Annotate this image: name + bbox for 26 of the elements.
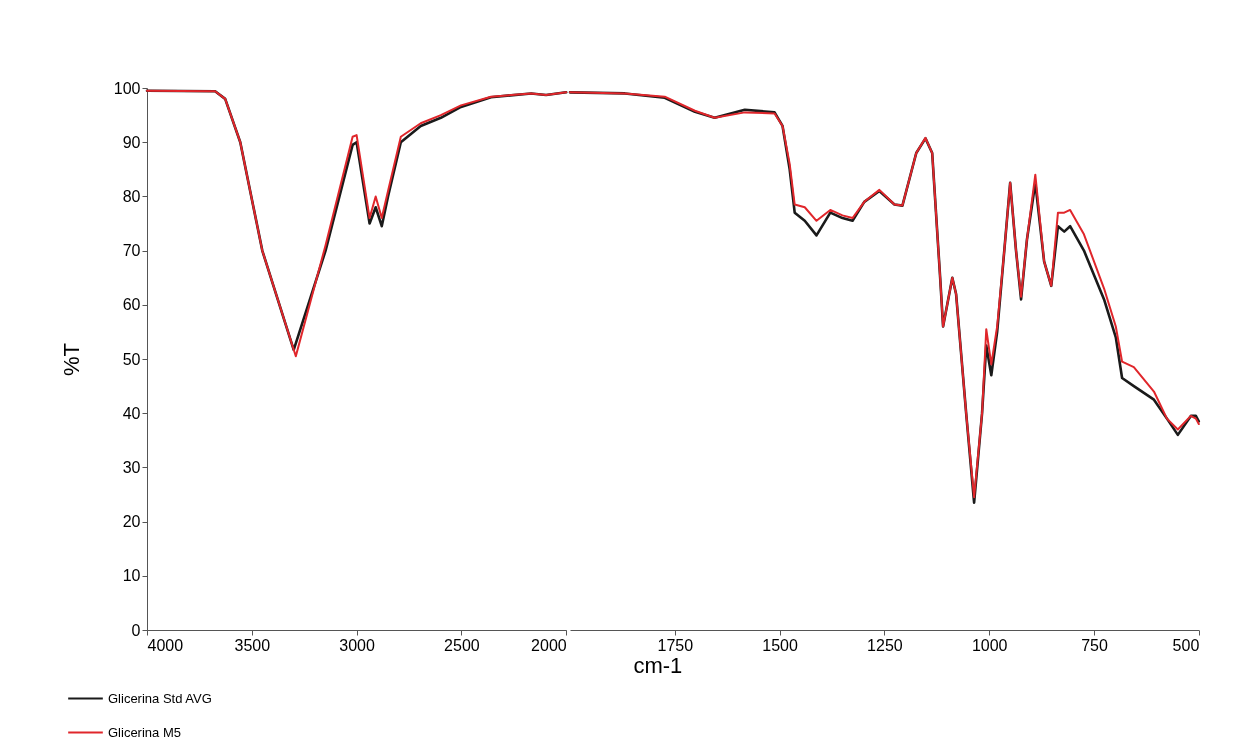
y-tick-label: 10 [122,567,141,585]
x-tick-label: 3500 [234,636,271,654]
x-tick-label: 750 [1081,636,1108,654]
y-tick-label: 0 [131,621,141,639]
y-tick-label: 20 [122,513,141,531]
x-axis-title: cm-1 [633,652,683,678]
x-tick-label: 4000 [147,636,184,654]
x-tick-label: 2000 [531,636,567,654]
y-tick-label: 60 [122,296,141,314]
legend-label: Glicerina M5 [108,724,181,740]
y-tick-label: 40 [122,404,141,422]
legend-label: Glicerina Std AVG [108,690,212,706]
x-tick-label: 1000 [971,636,1008,654]
y-tick-label: 90 [122,133,141,151]
x-tick-label: 1250 [867,636,903,654]
x-tick-label: 1750 [657,636,694,654]
y-axis-title: %T [58,343,84,376]
y-tick-label: 50 [122,350,141,368]
y-tick-label: 80 [122,187,141,205]
x-tick-label: 2500 [444,636,480,654]
y-tick-label: 30 [122,458,141,476]
y-tick-label: 100 [113,79,141,97]
y-tick-label: 70 [122,242,141,260]
x-tick-label: 3000 [339,636,375,654]
x-tick-label: 1500 [762,636,798,654]
x-tick-label: 500 [1172,636,1200,654]
